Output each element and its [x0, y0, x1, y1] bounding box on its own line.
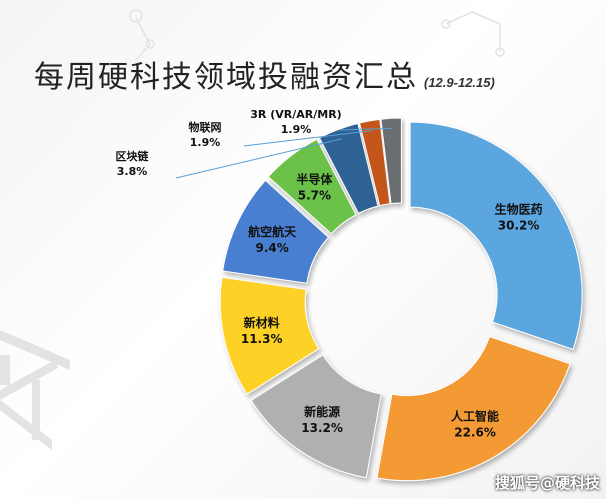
slice-label-7: 物联网: [189, 120, 222, 134]
slice-label-0: 生物医药: [495, 201, 543, 216]
donut-slice-1: [376, 335, 571, 482]
slice-value-2: 13.2%: [301, 421, 343, 435]
leader-line-7: [243, 130, 372, 147]
slice-value-6: 3.8%: [117, 165, 148, 178]
slice-label-5: 半导体: [296, 171, 333, 186]
chart-subtitle: (12.9-12.15): [424, 75, 495, 90]
donut-slice-6: [318, 122, 379, 215]
slice-label-1: 人工智能: [451, 409, 499, 424]
donut-slice-4: [222, 179, 330, 284]
donut-slice-5: [267, 138, 357, 235]
donut-slice-7: [358, 118, 391, 207]
chart-title-block: 每周硬科技领域投融资汇总 (12.9-12.15): [34, 52, 594, 96]
slice-label-4: 航空航天: [248, 224, 297, 239]
leader-line-8: [339, 127, 392, 131]
slice-value-3: 11.3%: [241, 332, 283, 346]
chart-title: 每周硬科技领域投融资汇总: [34, 60, 418, 95]
donut-slice-2: [250, 354, 382, 479]
leader-line-6: [175, 138, 342, 179]
slice-label-6: 区块链: [116, 149, 150, 163]
slice-value-7: 1.9%: [190, 136, 221, 149]
slice-label-8: 3R (VR/AR/MR): [250, 108, 341, 121]
slice-label-3: 新材料: [244, 315, 280, 330]
slice-value-1: 22.6%: [454, 426, 496, 440]
donut-slice-0: [409, 121, 583, 351]
slice-value-5: 5.7%: [298, 188, 331, 202]
slice-label-2: 新能源: [304, 404, 340, 419]
slice-value-4: 9.4%: [256, 241, 289, 255]
donut-slice-8: [380, 117, 402, 205]
watermark: 搜狐号@硬科技: [494, 474, 600, 492]
slice-value-8: 1.9%: [281, 123, 312, 136]
slice-value-0: 30.2%: [498, 218, 540, 232]
donut-slice-3: [219, 276, 320, 395]
